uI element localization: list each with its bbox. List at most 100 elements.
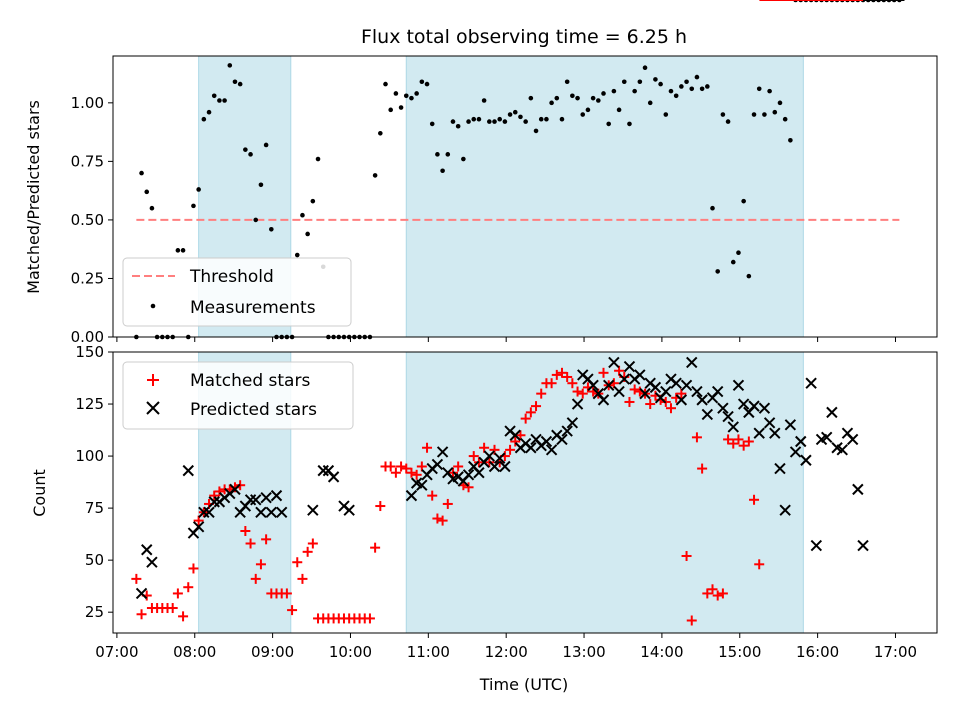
predicted-star-point xyxy=(566,417,579,429)
matched-star-point xyxy=(292,557,303,568)
bottom-y-axis: 25 50 75 100 125 150 xyxy=(75,343,113,621)
y-tick-label: 125 xyxy=(75,395,104,413)
measurement-point xyxy=(606,121,611,127)
matched-star-point xyxy=(520,413,531,424)
matched-star-point xyxy=(754,559,765,570)
predicted-star-point xyxy=(556,433,568,446)
top-legend: Threshold Measurements xyxy=(122,257,352,327)
top-panel: 0.00 0.25 0.50 0.75 1.00 Matched/Predicted s… xyxy=(24,0,938,346)
predicted-star-point xyxy=(473,467,485,479)
top-y-axis-label: Matched/Predicted stars xyxy=(24,100,43,294)
predicted-star-point xyxy=(774,462,786,475)
measurement-point xyxy=(263,142,269,148)
x-tick-label: 12:00 xyxy=(485,643,528,661)
y-tick-label: 50 xyxy=(85,551,104,569)
measurement-point xyxy=(315,156,321,162)
predicted-star-point xyxy=(836,444,848,456)
measurement-point xyxy=(538,116,544,122)
predicted-star-point xyxy=(561,425,573,437)
top-legend-box xyxy=(122,257,352,327)
matched-star-point xyxy=(401,463,412,474)
predicted-star-point xyxy=(670,377,682,389)
measurement-point xyxy=(269,226,274,232)
measurement-point xyxy=(383,81,388,87)
top-observing-windows xyxy=(198,55,804,338)
top-axes-frame xyxy=(112,55,938,338)
x-tick-label: 16:00 xyxy=(796,643,839,661)
predicted-star-point xyxy=(737,398,750,410)
matched-star-point xyxy=(287,605,298,616)
measurement-point xyxy=(580,112,586,117)
measurement-point xyxy=(616,107,622,113)
matched-star-point xyxy=(250,573,261,584)
predicted-star-point xyxy=(483,450,496,462)
predicted-star-point xyxy=(307,504,319,516)
matched-star-point xyxy=(572,386,583,397)
measurement-point xyxy=(523,119,528,124)
measurement-point xyxy=(206,109,212,115)
measurement-point xyxy=(575,95,580,101)
y-tick-label: 150 xyxy=(75,343,104,361)
measurement-point xyxy=(596,98,601,103)
matched-star-point xyxy=(562,371,573,382)
measurement-point xyxy=(305,231,310,237)
measurement-point xyxy=(398,105,404,110)
measurement-point xyxy=(191,203,196,209)
predicted-star-point xyxy=(675,394,688,406)
measurement-point xyxy=(476,116,482,122)
measurement-point xyxy=(611,88,617,94)
matched-star-point xyxy=(567,378,578,389)
matched-star-point xyxy=(723,434,734,445)
measurement-point xyxy=(253,217,259,223)
measurement-point xyxy=(497,116,502,122)
measurement-point xyxy=(258,182,264,188)
measurement-point xyxy=(440,168,445,174)
predicted-star-point xyxy=(779,504,791,516)
predicted-star-point xyxy=(545,444,558,456)
measurement-point xyxy=(481,98,487,103)
predicted-star-point xyxy=(488,460,501,473)
measurement-point xyxy=(549,100,554,106)
predicted-star-point xyxy=(618,373,630,385)
predicted-star-point xyxy=(763,417,776,429)
measurement-point xyxy=(429,121,435,127)
predicted-star-point xyxy=(509,429,521,441)
measurement-point xyxy=(756,86,762,92)
measurement-point xyxy=(471,116,477,122)
measurement-point xyxy=(492,119,497,124)
predicted-star-point xyxy=(499,460,511,473)
predicted-star-point xyxy=(540,435,553,448)
measurement-point xyxy=(663,112,669,117)
measurement-point xyxy=(455,123,461,129)
measurement-point xyxy=(243,147,248,152)
predicted-star-point xyxy=(431,458,444,471)
predicted-star-point xyxy=(805,377,817,389)
measurement-point xyxy=(684,79,689,85)
x-tick-label: 07:00 xyxy=(95,643,138,661)
measurement-point xyxy=(445,152,451,157)
bottom-legend-box xyxy=(122,361,354,430)
predicted-star-point xyxy=(270,489,283,502)
legend-matched-label: Matched stars xyxy=(190,371,310,391)
matched-star-point xyxy=(629,384,640,395)
measurement-point xyxy=(705,84,710,89)
predicted-star-point xyxy=(462,469,475,481)
predicted-star-point xyxy=(623,360,636,373)
matched-star-point xyxy=(738,440,749,451)
predicted-star-point xyxy=(275,506,288,518)
matched-star-point xyxy=(743,436,754,447)
y-tick-label: 0.25 xyxy=(71,269,104,287)
measurement-point xyxy=(378,130,383,136)
predicted-star-point xyxy=(260,491,272,504)
measurement-point xyxy=(746,273,752,279)
predicted-star-point xyxy=(789,446,802,458)
measurement-point xyxy=(585,107,591,113)
matched-star-point xyxy=(214,486,225,497)
matched-star-point xyxy=(131,573,142,584)
measurement-point xyxy=(512,109,518,115)
predicted-star-point xyxy=(146,556,158,568)
measurement-point xyxy=(689,86,695,92)
measurement-point xyxy=(201,116,207,122)
x-tick-label: 11:00 xyxy=(407,643,450,661)
